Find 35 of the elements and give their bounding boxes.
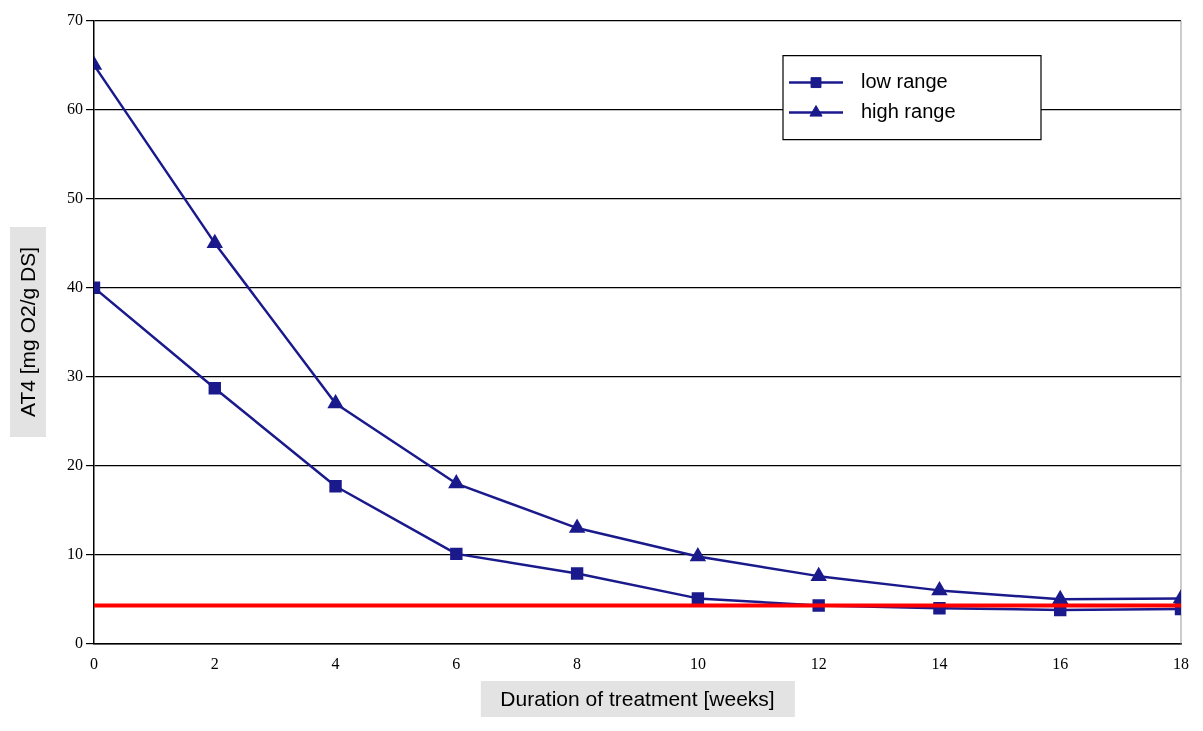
- point: [570, 567, 584, 580]
- point: [207, 234, 223, 248]
- x-tick-label: 14: [931, 654, 948, 672]
- y-tick-label: 70: [67, 10, 83, 28]
- point: [691, 592, 705, 605]
- x-tick-label: 0: [90, 654, 98, 672]
- y-tick-label: 0: [75, 634, 83, 651]
- x-tick-label: 8: [573, 654, 582, 672]
- y-axis-title: AT4 [mg O2/g DS]: [16, 247, 39, 418]
- point: [449, 475, 464, 489]
- point: [569, 519, 585, 533]
- x-tick-label: 16: [1052, 654, 1069, 672]
- x-tick-label: 18: [1173, 654, 1189, 672]
- x-tick-label: 12: [810, 654, 827, 672]
- point: [690, 548, 706, 562]
- y-tick-label: 20: [67, 455, 83, 473]
- x-axis-title: Duration of treatment [weeks]: [480, 681, 795, 717]
- legend-label: high range: [861, 100, 956, 123]
- y-tick-label: 50: [67, 188, 83, 206]
- point: [208, 382, 221, 395]
- point: [450, 547, 463, 561]
- y-tick-label: 40: [67, 277, 83, 295]
- x-tick-label: 6: [452, 654, 461, 672]
- x-tick-label: 2: [210, 654, 219, 672]
- x-tick-label: 10: [689, 654, 706, 672]
- y-tick-label: 30: [67, 366, 83, 384]
- point: [328, 395, 343, 409]
- point: [811, 567, 826, 581]
- y-tick-label: 10: [67, 544, 83, 562]
- point: [1052, 591, 1068, 605]
- point: [932, 582, 947, 596]
- y-tick-label: 60: [67, 99, 83, 117]
- point: [329, 480, 342, 493]
- legend-label: low range: [861, 70, 948, 93]
- x-tick-label: 4: [331, 654, 340, 672]
